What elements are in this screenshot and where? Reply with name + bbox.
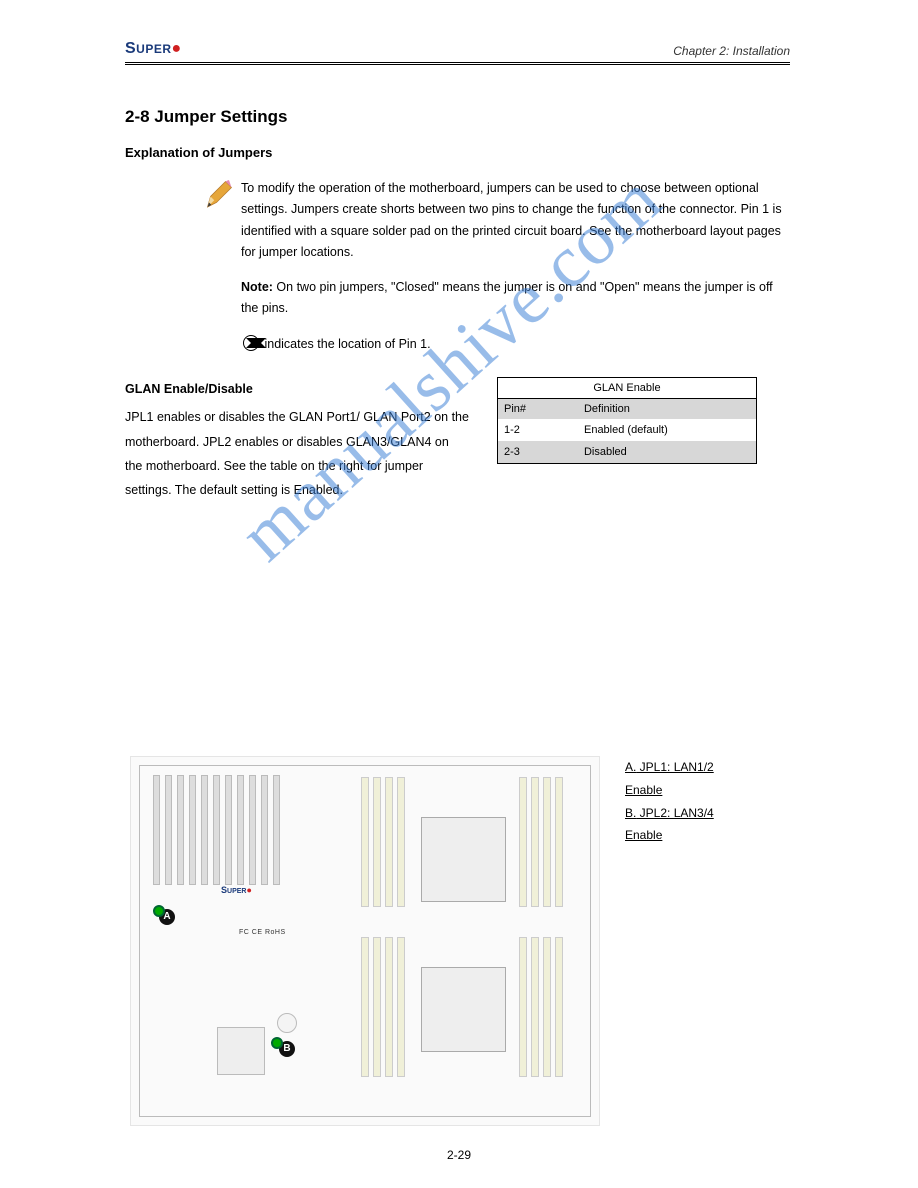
cell-pin: 1-2 (498, 419, 578, 441)
note-text: On two pin jumpers, "Closed" means the j… (241, 280, 773, 315)
page-number: 2-29 (0, 1148, 918, 1162)
chapter-heading: Chapter 2: Installation (673, 44, 790, 58)
marker-a-jumper-icon (153, 905, 165, 917)
cmos-battery (277, 1013, 297, 1033)
th-pin: Pin# (498, 399, 578, 419)
table-title: GLAN Enable (498, 378, 756, 399)
glan-body: JPL1 enables or disables the GLAN Port1/… (125, 405, 469, 503)
pcie-slot (225, 775, 232, 885)
pcie-slot (189, 775, 196, 885)
legend-a-prefix: A. (625, 760, 636, 774)
legend-a: JPL1: LAN1/2 (636, 760, 713, 774)
logo-dot-icon: ● (172, 40, 182, 57)
cell-def: Disabled (578, 441, 756, 463)
table-head: Pin# Definition (498, 399, 756, 419)
pcie-slot (177, 775, 184, 885)
intro-paragraph: To modify the operation of the motherboa… (125, 178, 790, 355)
dimm-slot (397, 937, 405, 1077)
cpu-socket-1 (421, 817, 506, 902)
dimm-slot (361, 777, 369, 907)
th-def: Definition (578, 399, 756, 419)
page-header: SUPER● Chapter 2: Installation (125, 40, 790, 65)
pcie-slot (213, 775, 220, 885)
pcie-slot (249, 775, 256, 885)
dimm-slot (543, 937, 551, 1077)
legend-b-line2: Enable (625, 828, 662, 842)
pin1-label-text: indicates the location of Pin 1. (261, 337, 431, 351)
pcie-slot (273, 775, 280, 885)
dimm-slot (397, 777, 405, 907)
pcie-slot (153, 775, 160, 885)
logo-dot-icon: ● (246, 885, 251, 895)
diagram-legend: A. JPL1: LAN1/2 Enable B. JPL2: LAN3/4 E… (625, 756, 714, 847)
pcie-slot (237, 775, 244, 885)
legend-b: JPL2: LAN3/4 (636, 806, 713, 820)
dimm-slot (373, 777, 381, 907)
note-label: Note: (241, 280, 273, 294)
pin1-jumper-icon (243, 335, 259, 351)
dimm-slot (531, 777, 539, 907)
dimm-slot (385, 777, 393, 907)
legend-a-line2: Enable (625, 783, 662, 797)
chipset (217, 1027, 265, 1075)
dimm-slot (373, 937, 381, 1077)
dimm-slot (519, 937, 527, 1077)
cell-def: Enabled (default) (578, 419, 756, 441)
pcie-slot (165, 775, 172, 885)
motherboard-diagram: SUPER● FC CE RoHS A B (130, 756, 600, 1126)
logo-rest: UPER (227, 888, 246, 895)
dimm-slot (531, 937, 539, 1077)
glan-description: GLAN Enable/Disable JPL1 enables or disa… (125, 377, 469, 503)
glan-heading: GLAN Enable/Disable (125, 377, 469, 401)
pcie-slot (261, 775, 268, 885)
table-row: 2-3 Disabled (498, 441, 756, 463)
board-brand-logo: SUPER● (221, 885, 252, 895)
marker-b-jumper-icon (271, 1037, 283, 1049)
compliance-marks: FC CE RoHS (239, 929, 286, 936)
brand-logo: SUPER● (125, 40, 182, 58)
glan-enable-table: GLAN Enable Pin# Definition 1-2 Enabled … (497, 377, 757, 464)
dimm-slot (543, 777, 551, 907)
dimm-slot (385, 937, 393, 1077)
dimm-slot (555, 937, 563, 1077)
legend-b-prefix: B. (625, 806, 636, 820)
table-row: 1-2 Enabled (default) (498, 419, 756, 441)
cell-pin: 2-3 (498, 441, 578, 463)
dimm-slot (519, 777, 527, 907)
dimm-slot (555, 777, 563, 907)
logo-letter: S (125, 40, 136, 57)
intro-text: To modify the operation of the motherboa… (241, 181, 782, 259)
cpu-socket-2 (421, 967, 506, 1052)
dimm-slot (361, 937, 369, 1077)
logo-rest: UPER (136, 42, 171, 56)
pcie-slot (201, 775, 208, 885)
section-subtitle: Explanation of Jumpers (125, 145, 790, 160)
section-title: 2-8 Jumper Settings (125, 107, 790, 127)
pencil-icon (203, 180, 233, 210)
